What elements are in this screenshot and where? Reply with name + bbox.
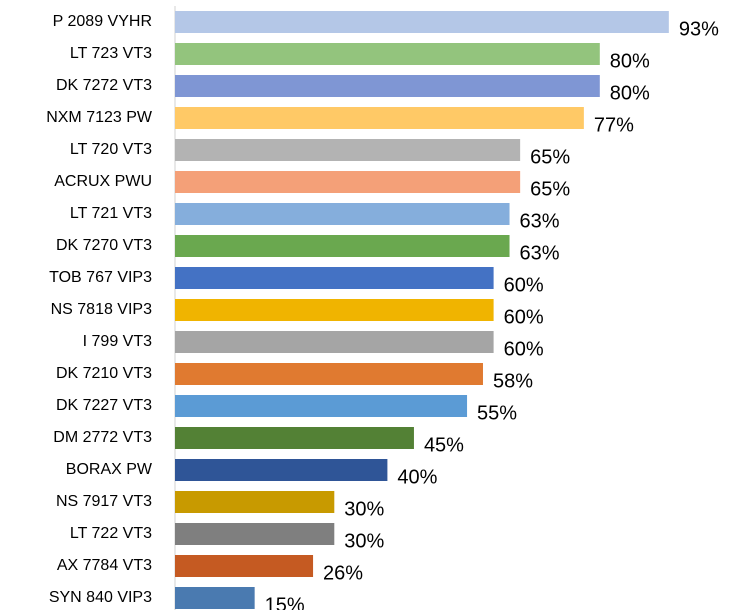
category-label: LT 720 VT3 [70,141,152,158]
value-label: 30% [344,530,384,552]
bar [175,523,335,545]
category-label: P 2089 VYHR [53,13,152,30]
bar [175,171,521,193]
category-label: BORAX PW [66,461,153,478]
value-label: 80% [610,82,650,104]
category-label: ACRUX PWU [54,173,152,190]
bar [175,107,584,129]
value-label: 93% [679,18,719,40]
bar [175,139,521,161]
category-label: DK 7227 VT3 [56,397,152,414]
value-label: 15% [265,594,305,610]
value-label: 63% [520,210,560,232]
value-label: 60% [504,306,544,328]
value-label: 58% [493,370,533,392]
category-label: LT 721 VT3 [70,205,152,222]
value-label: 55% [477,402,517,424]
category-label: LT 723 VT3 [70,45,152,62]
value-label: 45% [424,434,464,456]
bar [175,555,314,577]
category-label: NXM 7123 PW [46,109,153,126]
value-label: 60% [504,338,544,360]
value-label: 30% [344,498,384,520]
value-label: 65% [530,146,570,168]
category-label: DK 7210 VT3 [56,365,152,382]
bar [175,491,335,513]
bar [175,587,255,609]
bar [175,427,414,449]
bar [175,395,468,417]
value-label: 77% [594,114,634,136]
value-label: 26% [323,562,363,584]
bar [175,267,494,289]
category-label: AX 7784 VT3 [57,557,152,574]
bar [175,235,510,257]
category-label: TOB 767 VIP3 [49,269,152,286]
value-label: 80% [610,50,650,72]
category-label: DK 7270 VT3 [56,237,152,254]
category-label: I 799 VT3 [83,333,152,350]
bar [175,11,669,33]
value-label: 63% [520,242,560,264]
bar [175,363,483,385]
bar [175,299,494,321]
category-label: DM 2772 VT3 [53,429,152,446]
category-label: NS 7818 VIP3 [51,301,153,318]
category-label: SYN 840 VIP3 [49,589,152,606]
value-label: 40% [397,466,437,488]
category-label: NS 7917 VT3 [56,493,152,510]
category-label: LT 722 VT3 [70,525,152,542]
bar [175,43,600,65]
bar [175,203,510,225]
bar [175,459,388,481]
value-label: 65% [530,178,570,200]
bar [175,75,600,97]
category-label: DK 7272 VT3 [56,77,152,94]
value-label: 60% [504,274,544,296]
bar [175,331,494,353]
